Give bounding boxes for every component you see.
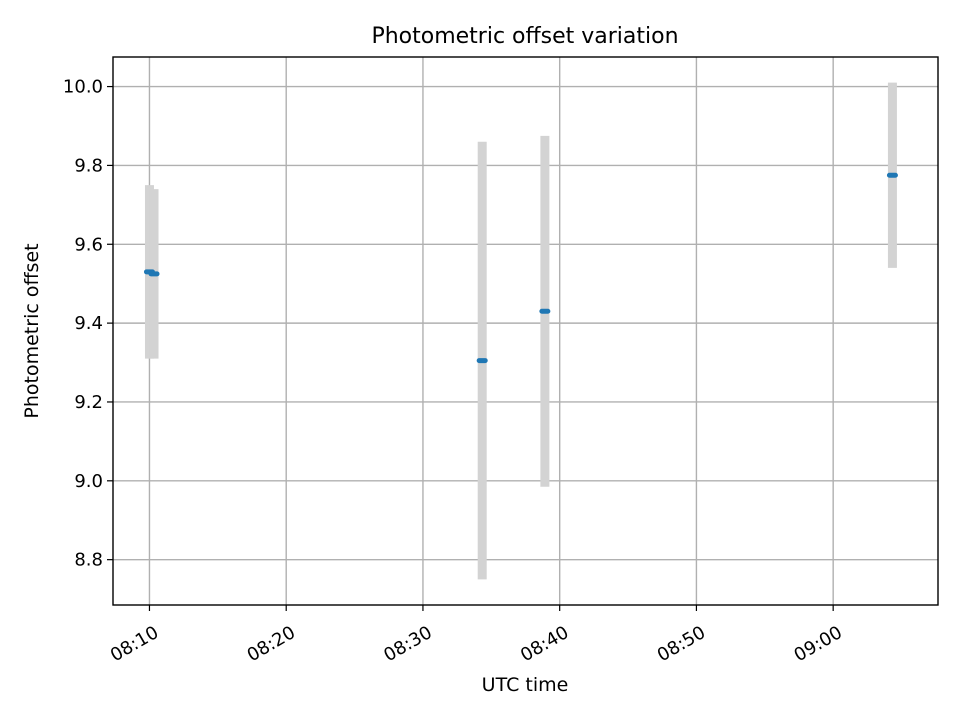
- y-tick-label: 10.0: [63, 77, 103, 98]
- grid: [113, 57, 938, 605]
- y-tick-label: 9.2: [74, 392, 103, 413]
- y-axis-label: Photometric offset: [21, 243, 43, 418]
- y-tick-label: 9.0: [74, 471, 103, 492]
- x-axis-label: UTC time: [482, 674, 569, 696]
- data-points: [143, 172, 898, 364]
- y-tick-label: 9.8: [74, 155, 103, 176]
- plot-frame: [112, 56, 939, 606]
- y-tick-label: 9.4: [74, 313, 103, 334]
- y-tick-label: 9.6: [74, 234, 103, 255]
- y-tick-label: 8.8: [74, 550, 103, 571]
- chart-title: Photometric offset variation: [371, 24, 678, 49]
